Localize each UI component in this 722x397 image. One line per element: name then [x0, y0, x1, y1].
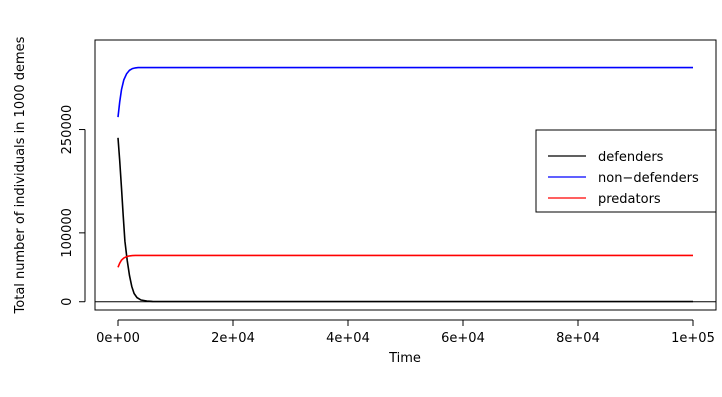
x-axis-label: Time	[388, 351, 421, 366]
legend-label-1: defenders	[598, 150, 664, 165]
y-tick-label: 250000	[60, 105, 75, 155]
x-tick-label: 2e+04	[211, 331, 255, 346]
x-tick-label: 6e+04	[441, 331, 485, 346]
x-tick-label: 1e+05	[671, 331, 715, 346]
x-tick-label: 8e+04	[556, 331, 600, 346]
x-tick-label: 0e+00	[96, 331, 140, 346]
series-line-1	[117, 137, 693, 303]
series-line-2	[117, 66, 693, 118]
legend-label-2: non−defenders	[598, 171, 699, 186]
y-tick-label: 0	[60, 298, 75, 306]
series-group	[117, 66, 693, 303]
y-tick-label: 100000	[60, 208, 75, 258]
series-line-3	[117, 254, 693, 268]
y-axis-label: Total number of individuals in 1000 deme…	[13, 36, 28, 314]
x-tick-label: 4e+04	[326, 331, 370, 346]
legend-label-3: predators	[598, 192, 661, 207]
x-axis: 0e+00 2e+04 4e+04 6e+04 8e+04 1e+05	[96, 319, 715, 346]
legend: defenders non−defenders predators	[535, 129, 717, 213]
y-axis: 0 100000 250000	[60, 105, 86, 306]
